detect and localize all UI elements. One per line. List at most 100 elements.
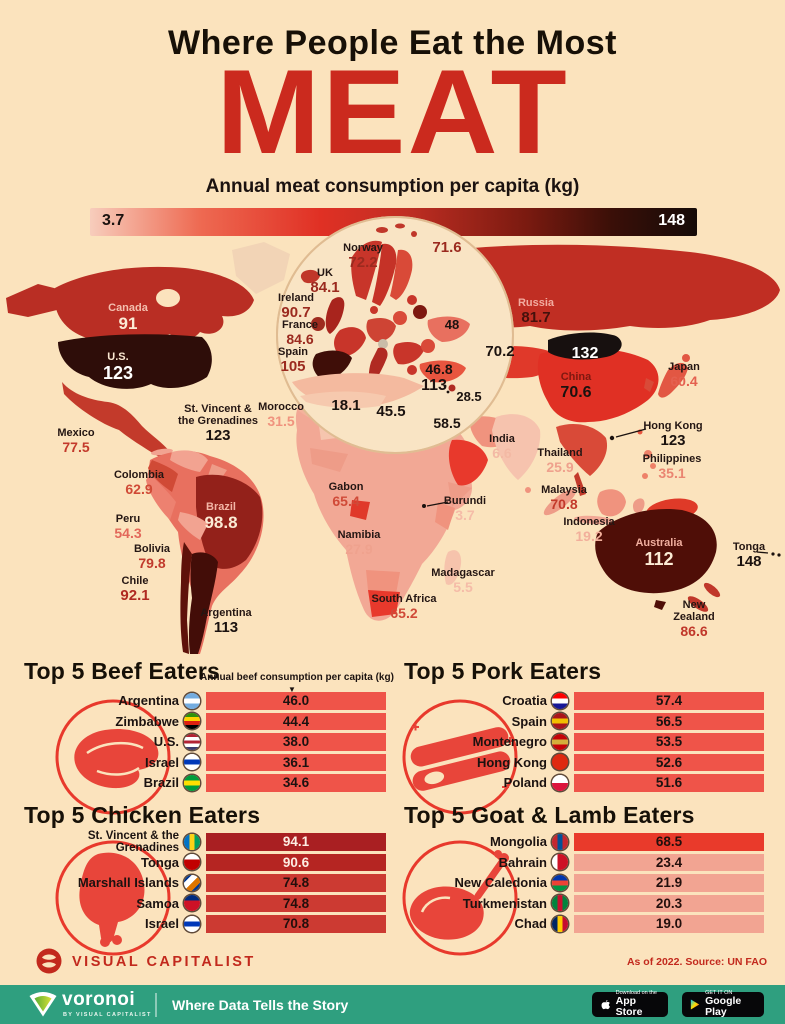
voronoi-wordmark: voronoi xyxy=(62,989,136,1010)
map-label-namibia: Namibia 27.9 xyxy=(338,529,381,557)
section-top5-goat-lamb: Top 5 Goat & Lamb Eaters Mongolia 68.5 Bah… xyxy=(402,802,764,956)
bar-value: 36.1 xyxy=(282,754,310,770)
steak-icon xyxy=(55,699,171,815)
flag-icon-new-caledonia xyxy=(552,874,568,891)
map-label-uk: UK 84.1 xyxy=(310,267,340,296)
section-top5-pork: Top 5 Pork Eaters Croatia 57.4 Spain 56.5 Mo… xyxy=(402,658,764,815)
map-label-value-58-5: 58.5 xyxy=(433,415,461,431)
map-label-japan: Japan 60.4 xyxy=(668,361,700,389)
visual-capitalist-wordmark: VISUAL CAPITALIST xyxy=(72,954,256,970)
sausage-icon xyxy=(402,699,518,815)
country-value: 25.9 xyxy=(546,458,574,475)
flag-icon-bahrain xyxy=(552,854,568,871)
map-label-gabon: Gabon 65.4 xyxy=(329,481,364,509)
map-label-value-18-1: 18.1 xyxy=(331,397,361,414)
country-name: Hong Kong xyxy=(643,420,703,432)
country-value: 65.2 xyxy=(390,604,418,621)
goat-row-5: Chad 19.0 xyxy=(404,915,764,933)
map-label-value-71-6: 71.6 xyxy=(432,239,462,256)
country-value: 123 xyxy=(102,362,134,383)
country-value: 18.1 xyxy=(331,397,361,414)
goat-row-4: Turkmenistan 20.3 xyxy=(404,894,764,912)
country-label: Croatia xyxy=(502,693,547,709)
country-name: Peru xyxy=(115,513,141,525)
country-label: Spain xyxy=(511,713,547,729)
country-name: Malaysia xyxy=(541,484,587,496)
country-label: Mongolia xyxy=(489,834,547,850)
pork-row-5: Poland 51.6 xyxy=(404,774,764,792)
map-label-china: China 70.6 xyxy=(560,371,592,401)
country-value: 113 xyxy=(421,377,447,394)
country-label: U.S. xyxy=(153,734,179,750)
value-bar: 23.4 xyxy=(574,853,764,871)
flag-icon-samoa xyxy=(184,895,200,912)
flag-icon-montenegro xyxy=(552,733,568,750)
beef-row-5: Brazil 34.6 xyxy=(24,774,386,792)
map-label-u-s: U.S. 123 xyxy=(102,351,134,383)
bar-value: 44.4 xyxy=(282,713,310,729)
google-play-badge[interactable]: GET IT ON Google Play xyxy=(682,990,764,1018)
country-name: China xyxy=(560,371,592,383)
map-label-chile: Chile 92.1 xyxy=(120,575,149,604)
country-label: Israel xyxy=(145,754,179,770)
country-name: India xyxy=(489,433,515,445)
country-value: 148 xyxy=(736,552,762,570)
flag-icon-argentina xyxy=(184,692,200,709)
country-name: New Zealand xyxy=(673,599,715,623)
map-label-morocco: Morocco 31.5 xyxy=(258,401,304,429)
page-subtitle: Annual meat consumption per capita (kg) xyxy=(205,176,580,197)
flag-icon-poland xyxy=(552,774,568,791)
map-label-value-46-8: 46.8 xyxy=(425,361,453,377)
country-value: 84.6 xyxy=(286,330,314,347)
country-value: 123 xyxy=(205,426,231,444)
footer-divider xyxy=(155,993,157,1017)
app-store-badge[interactable]: Download on the App Store xyxy=(592,990,668,1018)
map-label-value-45-5: 45.5 xyxy=(376,403,405,420)
value-bar: 90.6 xyxy=(206,853,386,871)
country-name: Norway xyxy=(343,242,383,254)
section-top5-chicken: Top 5 Chicken Eaters St. Vincent & the G… xyxy=(24,802,386,956)
value-bar: 57.4 xyxy=(574,692,764,710)
map-label-brazil: Brazil 98.8 xyxy=(204,501,237,532)
value-bar: 68.5 xyxy=(574,833,764,851)
value-bar: 21.9 xyxy=(574,874,764,892)
country-value: 71.6 xyxy=(432,239,462,256)
goat-row-1: Mongolia 68.5 xyxy=(404,833,764,851)
map-label-india: India 6.6 xyxy=(489,433,515,461)
country-value: 84.1 xyxy=(310,278,340,296)
legend-min-label: 3.7 xyxy=(102,212,125,229)
map-label-thailand: Thailand 25.9 xyxy=(537,447,582,475)
country-label: New Caledonia xyxy=(454,875,547,891)
country-value: 65.4 xyxy=(332,492,360,509)
flag-icon-chad xyxy=(552,915,568,932)
country-value: 70.2 xyxy=(485,343,515,360)
beef-title: Top 5 Beef Eaters xyxy=(24,658,220,684)
pork-row-3: Montenegro 53.5 xyxy=(404,733,764,751)
map-label-peru: Peru 54.3 xyxy=(114,513,141,541)
value-bar: 19.0 xyxy=(574,915,764,933)
country-name: Philippines xyxy=(642,453,702,465)
value-bar: 70.8 xyxy=(206,915,386,933)
country-value: 81.7 xyxy=(521,308,551,326)
country-label: Poland xyxy=(503,775,547,791)
flag-icon-u-s xyxy=(184,733,200,750)
bar-value: 51.6 xyxy=(655,775,683,791)
country-label: Marshall Islands xyxy=(77,875,179,891)
bar-value: 68.5 xyxy=(655,834,683,850)
bar-value: 57.4 xyxy=(655,693,683,709)
value-bar: 46.0 xyxy=(206,692,386,710)
chicken-row-3: Marshall Islands 74.8 xyxy=(24,874,386,892)
country-value: 46.8 xyxy=(425,361,453,377)
country-label: St. Vincent & the Grenadines xyxy=(87,829,179,854)
country-value: 123 xyxy=(660,431,686,449)
beef-axis-note: Annual beef consumption per capita (kg) xyxy=(200,672,394,683)
country-name: Australia xyxy=(635,537,683,549)
map-label-madagascar: Madagascar 5.5 xyxy=(431,567,495,595)
bar-value: 74.8 xyxy=(282,895,310,911)
country-name: Spain xyxy=(278,346,308,358)
value-bar: 74.8 xyxy=(206,894,386,912)
value-bar: 52.6 xyxy=(574,753,764,771)
country-value: 58.5 xyxy=(433,415,461,431)
value-bar: 36.1 xyxy=(206,753,386,771)
country-name: Argentina xyxy=(200,607,252,619)
